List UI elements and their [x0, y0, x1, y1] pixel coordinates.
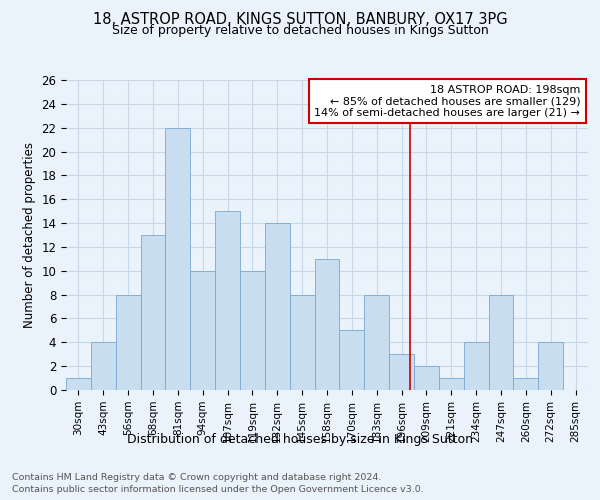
Text: 18, ASTROP ROAD, KINGS SUTTON, BANBURY, OX17 3PG: 18, ASTROP ROAD, KINGS SUTTON, BANBURY, …	[92, 12, 508, 28]
Bar	[314, 259, 340, 390]
Bar	[538, 342, 563, 390]
Bar	[464, 342, 488, 390]
Text: Distribution of detached houses by size in Kings Sutton: Distribution of detached houses by size …	[127, 432, 473, 446]
Bar	[265, 223, 290, 390]
Bar	[140, 235, 166, 390]
Bar	[414, 366, 439, 390]
Bar	[116, 294, 140, 390]
Bar	[364, 294, 389, 390]
Bar	[340, 330, 364, 390]
Bar	[240, 271, 265, 390]
Bar	[66, 378, 91, 390]
Text: Size of property relative to detached houses in Kings Sutton: Size of property relative to detached ho…	[112, 24, 488, 37]
Text: Contains HM Land Registry data © Crown copyright and database right 2024.: Contains HM Land Registry data © Crown c…	[12, 472, 382, 482]
Text: 18 ASTROP ROAD: 198sqm
← 85% of detached houses are smaller (129)
14% of semi-de: 18 ASTROP ROAD: 198sqm ← 85% of detached…	[314, 84, 580, 118]
Bar	[439, 378, 464, 390]
Y-axis label: Number of detached properties: Number of detached properties	[23, 142, 36, 328]
Bar	[91, 342, 116, 390]
Bar	[215, 211, 240, 390]
Bar	[166, 128, 190, 390]
Text: Contains public sector information licensed under the Open Government Licence v3: Contains public sector information licen…	[12, 485, 424, 494]
Bar	[190, 271, 215, 390]
Bar	[389, 354, 414, 390]
Bar	[290, 294, 314, 390]
Bar	[514, 378, 538, 390]
Bar	[488, 294, 514, 390]
